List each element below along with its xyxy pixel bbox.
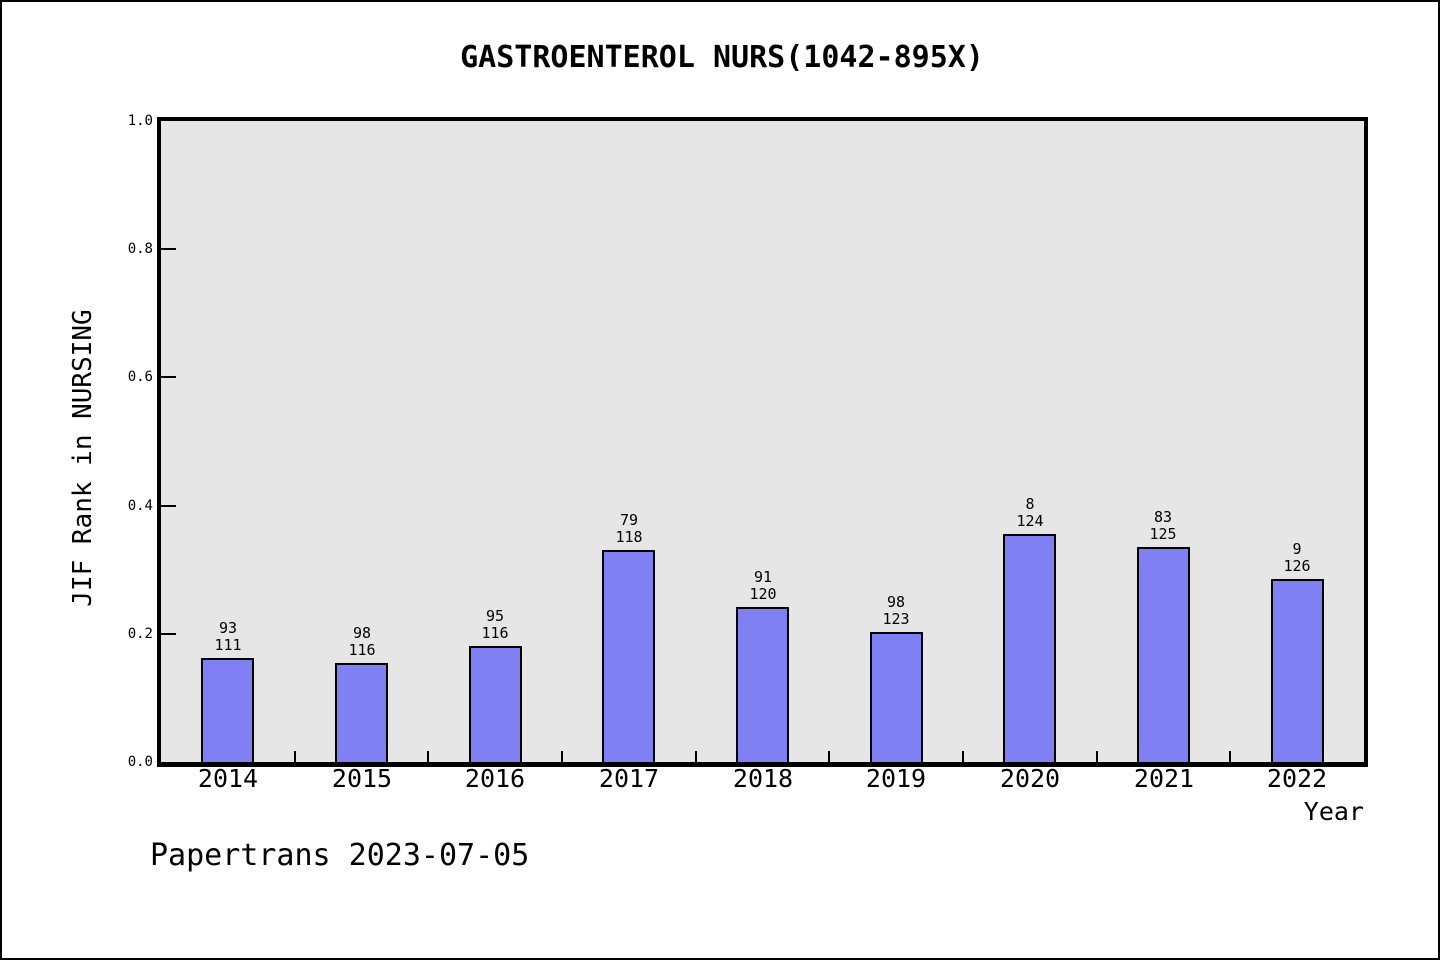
bar-value-total: 123 — [882, 610, 910, 628]
bar-value-rank: 91 — [753, 568, 773, 586]
bar-label: 91 120 — [703, 569, 823, 603]
x-tick-label: 2020 — [999, 764, 1061, 793]
bar-value-total: 124 — [1016, 512, 1044, 530]
y-tick-label: 0.0 — [127, 754, 153, 770]
x-tick-label: 2022 — [1266, 764, 1328, 793]
x-tick-mark — [694, 751, 697, 762]
bar-value-rank: 9 — [1292, 540, 1302, 558]
x-tick-mark — [1095, 751, 1098, 762]
x-tick-label: 2017 — [598, 764, 660, 793]
x-tick-label: 2019 — [865, 764, 927, 793]
bar-value-total: 116 — [348, 641, 376, 659]
x-axis-label: Year — [1303, 797, 1364, 826]
y-tick-label: 0.2 — [127, 625, 153, 642]
bar-value-rank: 98 — [886, 593, 906, 611]
x-tick-label: 2016 — [464, 764, 526, 793]
bar-label: 9 126 — [1237, 541, 1357, 575]
y-tick-label: 0.6 — [127, 369, 153, 386]
bar — [1271, 579, 1324, 762]
bar-value-rank: 95 — [485, 607, 505, 625]
plot-area: 93 111 98 116 95 116 79 118 91 120 98 123 8 124 83 125 9… — [157, 117, 1368, 767]
bar-label: 95 116 — [435, 608, 555, 642]
bar-value-total: 126 — [1283, 557, 1311, 575]
bar-label: 98 116 — [302, 625, 422, 659]
x-tick-mark — [293, 751, 296, 762]
bar — [870, 632, 923, 762]
bar — [469, 646, 522, 762]
x-tick-label: 2014 — [197, 764, 259, 793]
x-tick-label: 2021 — [1133, 764, 1195, 793]
y-tick-mark — [161, 248, 176, 251]
bar-value-rank: 79 — [619, 511, 639, 529]
y-tick-label: 0.4 — [127, 497, 153, 514]
bar-value-rank: 83 — [1153, 508, 1173, 526]
y-tick-label: 1.0 — [127, 113, 153, 129]
bar-label: 83 125 — [1103, 509, 1223, 543]
x-tick-label: 2018 — [732, 764, 794, 793]
bar — [335, 663, 388, 762]
bar-value-total: 120 — [749, 585, 777, 603]
bar-value-total: 125 — [1149, 525, 1177, 543]
bar-value-rank: 8 — [1025, 495, 1035, 513]
y-tick-mark — [161, 632, 176, 635]
y-tick-label: 0.8 — [127, 241, 153, 258]
x-tick-mark — [962, 751, 964, 762]
bar-label: 93 111 — [168, 620, 288, 654]
chart-title: GASTROENTEROL NURS(1042-895X) — [460, 40, 984, 75]
bar-value-rank: 93 — [218, 619, 238, 637]
bar — [201, 658, 254, 762]
bar-value-total: 111 — [214, 636, 242, 654]
bar-label: 79 118 — [569, 512, 689, 546]
bar-label: 98 123 — [836, 594, 956, 628]
bar-label: 8 124 — [970, 496, 1090, 530]
bar-value-rank: 98 — [352, 624, 372, 642]
y-tick-mark — [161, 376, 176, 379]
x-tick-label: 2015 — [331, 764, 393, 793]
x-tick-mark — [828, 751, 831, 762]
bar — [1003, 534, 1056, 762]
bar-value-total: 118 — [615, 528, 643, 546]
x-tick-mark — [427, 751, 430, 762]
footer-note: Papertrans 2023-07-05 — [150, 838, 530, 873]
y-axis-label: JIF Rank in NURSING — [68, 309, 98, 607]
bar-value-total: 116 — [481, 624, 509, 642]
bar — [1137, 547, 1190, 762]
x-tick-mark — [561, 751, 563, 762]
x-tick-mark — [1229, 751, 1232, 762]
bar — [736, 607, 789, 762]
y-tick-mark — [161, 504, 176, 507]
bar — [602, 550, 655, 762]
